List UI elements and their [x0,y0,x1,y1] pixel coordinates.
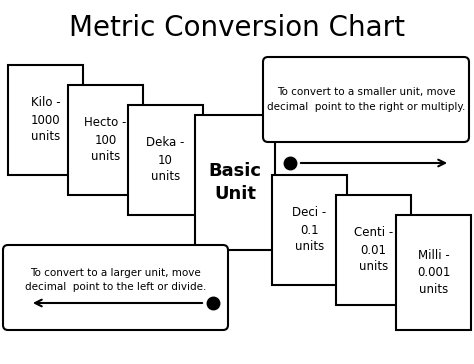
FancyBboxPatch shape [263,57,469,142]
Text: Centi -
0.01
units: Centi - 0.01 units [354,226,393,273]
Text: Hecto -
100
units: Hecto - 100 units [84,116,127,163]
Text: Milli -
0.001
units: Milli - 0.001 units [417,249,450,296]
Text: To convert to a larger unit, move
decimal  point to the left or divide.: To convert to a larger unit, move decima… [25,268,206,292]
Bar [272,175,347,285]
Text: To convert to a smaller unit, move
decimal  point to the right or multiply.: To convert to a smaller unit, move decim… [267,87,465,111]
Text: Metric Conversion Chart: Metric Conversion Chart [69,14,405,42]
Text: Basic
Unit: Basic Unit [209,162,262,203]
Bar [195,115,275,250]
Bar [68,85,143,195]
Bar [128,105,203,215]
Text: Kilo -
1000
units: Kilo - 1000 units [31,96,60,143]
Bar [396,215,471,330]
Bar [336,195,411,305]
Text: Deka -
10
units: Deka - 10 units [146,136,185,183]
FancyBboxPatch shape [3,245,228,330]
Bar [8,65,83,175]
Text: Deci -
0.1
units: Deci - 0.1 units [292,206,327,253]
